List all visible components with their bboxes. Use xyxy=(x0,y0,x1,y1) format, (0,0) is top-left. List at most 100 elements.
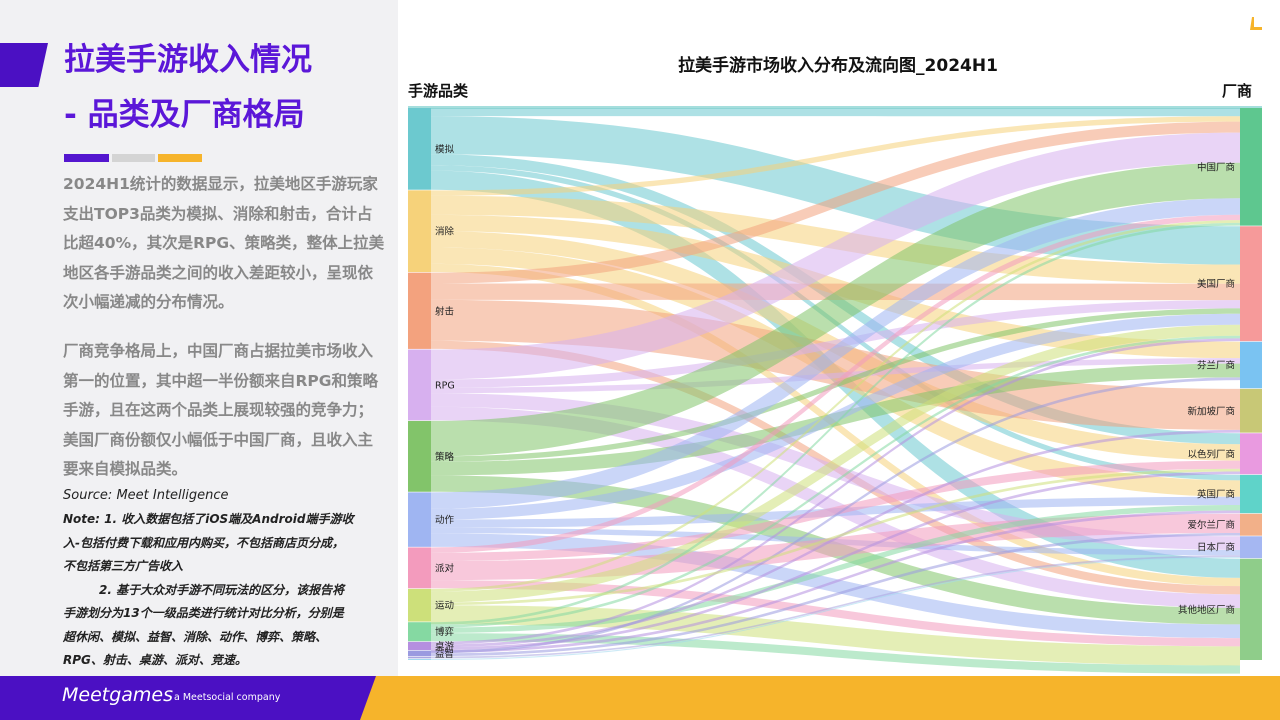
sankey-source-node xyxy=(408,658,431,660)
sankey-flow-link xyxy=(431,222,1240,625)
sankey-source-node xyxy=(408,656,431,659)
sankey-source-label: 模拟 xyxy=(435,143,455,155)
source-note: Source: Meet Intelligence xyxy=(63,488,229,503)
sankey-target-label: 以色列厂商 xyxy=(1187,448,1235,460)
sankey-flow-link xyxy=(431,557,1240,660)
note-line: 不包括第三方广告收入 xyxy=(63,559,184,573)
sankey-flow-link xyxy=(431,468,1240,606)
page-title-line-1: 拉美手游收入情况 xyxy=(64,42,312,78)
title-accent-tab xyxy=(0,43,48,87)
sankey-target-node xyxy=(1240,536,1262,559)
sankey-flow-link xyxy=(431,532,1240,657)
note-line: RPG、射击、桌游、派对、竞速。 xyxy=(63,653,247,667)
sankey-target-node xyxy=(1240,226,1262,342)
sankey-target-label: 爱尔兰厂商 xyxy=(1187,519,1235,531)
sankey-source-label: 运动 xyxy=(435,601,454,612)
sankey-flow-link xyxy=(431,335,1240,628)
sankey-flow-link xyxy=(431,533,1240,639)
sankey-target-node xyxy=(1240,108,1262,226)
sankey-target-label: 美国厂商 xyxy=(1197,278,1235,290)
sankey-top-edge xyxy=(408,106,1262,109)
summary-paragraph-category: 2024H1统计的数据显示，拉美地区手游玩家支出TOP3品类为模拟、消除和射击，… xyxy=(63,175,385,311)
sankey-source-node xyxy=(408,588,431,622)
brand-tagline: a Meetsocial company xyxy=(174,692,281,703)
sankey-flow-link xyxy=(431,300,1240,388)
sankey-left-axis-title: 手游品类 xyxy=(408,82,469,100)
sankey-flow-link xyxy=(431,504,1240,634)
notes-block: Note: 1. 收入数据包括了iOS端及Android端手游收 入-包括付费下… xyxy=(63,508,353,673)
sankey-flow-link xyxy=(431,108,1240,117)
sankey-source-label: 博弈 xyxy=(435,626,455,638)
sankey-source-node xyxy=(408,108,431,190)
sankey-target-label: 日本厂商 xyxy=(1197,542,1235,554)
sankey-source-label: 消除 xyxy=(435,226,455,238)
sankey-target-label: 中国厂商 xyxy=(1197,161,1235,173)
sankey-source-label: 策略 xyxy=(435,451,455,463)
sankey-source-node xyxy=(408,420,431,492)
sankey-flow-link xyxy=(431,121,1240,284)
sankey-flow-link xyxy=(431,429,1240,648)
footer-brand-bar xyxy=(0,676,376,720)
note-line: Note: 1. 收入数据包括了iOS端及Android端手游收 xyxy=(63,512,354,526)
sankey-source-label: 动作 xyxy=(435,514,455,526)
chart-title: 拉美手游市场收入分布及流向图_2024H1 xyxy=(678,56,998,76)
sankey-target-node xyxy=(1240,558,1262,660)
sankey-flow-link xyxy=(431,132,1240,380)
left-text-panel xyxy=(0,0,398,676)
sankey-target-label: 其他地区厂商 xyxy=(1178,604,1235,616)
note-line: 入-包括付费下载和应用内购买，不包括商店页分成， xyxy=(63,535,344,550)
sankey-source-node xyxy=(408,622,431,642)
sankey-target-label: 芬兰厂商 xyxy=(1197,360,1235,372)
sankey-flow-link xyxy=(431,555,1240,659)
sankey-target-node xyxy=(1240,433,1262,475)
sankey-source-node xyxy=(408,349,431,421)
sankey-source-label: RPG xyxy=(435,380,455,391)
sankey-flow-link xyxy=(431,377,1240,654)
note-line: 2. 基于大众对手游不同玩法的区分，该报告将 xyxy=(63,582,345,597)
footer-accent-bar xyxy=(360,676,1280,720)
summary-paragraph-publisher: 厂商竞争格局上，中国厂商占据拉美市场收入第一的位置，其中超一半份额来自RPG和策… xyxy=(63,342,379,478)
corner-brand-mark-icon xyxy=(1250,17,1262,30)
sankey-source-node xyxy=(408,641,431,651)
sankey-flow-link xyxy=(431,313,1240,520)
sankey-source-node xyxy=(408,190,431,273)
sankey-target-node xyxy=(1240,513,1262,536)
sankey-flow-link xyxy=(431,338,1240,645)
sankey-target-label: 新加坡厂商 xyxy=(1187,405,1235,417)
sankey-flow-link xyxy=(431,580,1240,647)
sankey-target-label: 英国厂商 xyxy=(1197,489,1235,501)
sankey-source-node xyxy=(408,492,431,547)
sankey-flow-link xyxy=(431,393,1240,550)
decor-bar-gray xyxy=(112,154,155,162)
sankey-flow-link xyxy=(431,220,1240,592)
sankey-source-label: 射击 xyxy=(435,305,454,317)
sankey-source-label: 派对 xyxy=(435,562,455,574)
sankey-flow-link xyxy=(431,460,1240,562)
sankey-right-axis-title: 厂商 xyxy=(1222,82,1253,100)
sankey-target-node xyxy=(1240,388,1262,433)
sankey-flows xyxy=(431,108,1240,674)
sankey-source-label: 益智 xyxy=(435,648,454,660)
sankey-flow-link xyxy=(431,510,1240,653)
note-line: 超休闲、模拟、益智、消除、动作、博弈、策略、 xyxy=(63,629,328,644)
sankey-target-node xyxy=(1240,341,1262,389)
sankey-flow-link xyxy=(431,605,1240,666)
sankey-flow-link xyxy=(431,162,1240,457)
sankey-flow-link xyxy=(431,471,1240,651)
brand-logo: Meetgames xyxy=(62,684,174,706)
sankey-source-node xyxy=(408,272,431,349)
sankey-flow-link xyxy=(431,116,1240,265)
sankey-flow-link xyxy=(431,214,1240,553)
decor-bar-purple xyxy=(64,154,109,162)
sankey-source-node xyxy=(408,547,431,589)
sankey-source-node xyxy=(408,650,431,657)
sankey-flow-link xyxy=(431,324,1240,603)
decor-bar-yellow xyxy=(158,154,202,162)
sankey-flow-link xyxy=(431,116,1240,196)
note-line: 手游划分为13个一级品类进行统计对比分析，分别是 xyxy=(63,606,344,620)
page-title-line-2: - 品类及厂商格局 xyxy=(64,97,305,133)
sankey-flow-link xyxy=(431,198,1240,509)
sankey-flow-link xyxy=(431,358,1240,394)
sankey-target-node xyxy=(1240,474,1262,514)
